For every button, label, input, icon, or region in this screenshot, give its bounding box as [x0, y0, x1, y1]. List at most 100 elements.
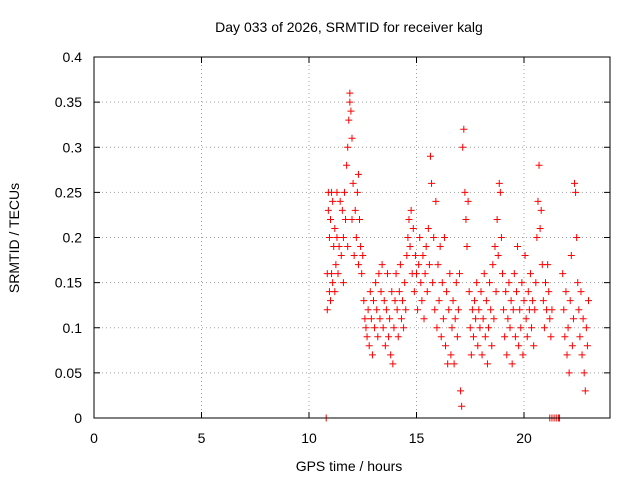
data-point: [518, 279, 526, 287]
data-point: [492, 288, 500, 296]
data-point: [394, 333, 402, 341]
data-point: [354, 261, 362, 269]
data-point: [416, 234, 424, 241]
data-point: [359, 252, 367, 260]
data-point: [535, 161, 543, 169]
data-point: [582, 324, 590, 332]
data-point: [335, 243, 343, 251]
data-point: [444, 360, 452, 368]
data-point: [475, 306, 483, 314]
data-point: [357, 243, 365, 251]
data-point: [481, 333, 489, 341]
data-point: [579, 315, 587, 323]
data-point: [461, 188, 469, 196]
data-point: [393, 306, 401, 314]
data-point: [396, 261, 404, 269]
data-point: [450, 360, 458, 368]
x-tick-label: 0: [90, 430, 98, 446]
data-point: [405, 215, 413, 223]
data-point: [581, 387, 589, 395]
data-point: [462, 215, 470, 223]
ticks-layer: 0 0.05 0.1 0.15 0.2 0.25 0.3 0.35 0.4 0 5 10 15 20: [55, 49, 610, 446]
data-point: [344, 143, 352, 151]
data-point: [421, 270, 429, 278]
data-point: [568, 342, 576, 350]
data-point: [439, 315, 447, 323]
data-point: [404, 234, 412, 241]
data-point: [506, 324, 514, 332]
data-point: [495, 179, 503, 187]
data-point: [380, 297, 388, 305]
data-point: [389, 360, 397, 368]
data-point: [390, 324, 398, 332]
data-point: [376, 315, 384, 323]
data-point: [572, 188, 580, 196]
data-point: [352, 234, 360, 241]
data-point: [536, 224, 544, 232]
data-point: [515, 342, 523, 350]
data-point: [402, 306, 410, 314]
data-point: [388, 288, 396, 296]
data-point: [432, 197, 440, 205]
data-point: [426, 152, 434, 160]
x-axis-label: GPS time / hours: [296, 458, 403, 474]
data-point: [564, 324, 572, 332]
data-point: [440, 234, 448, 241]
data-point: [526, 270, 534, 278]
data-point: [511, 333, 519, 341]
data-point: [499, 270, 506, 278]
data-point: [559, 270, 567, 278]
data-point: [489, 261, 497, 269]
data-point: [327, 215, 334, 223]
data-point: [445, 306, 453, 314]
data-point: [505, 279, 513, 287]
data-point: [354, 170, 362, 178]
data-point: [345, 116, 353, 124]
data-point: [496, 188, 504, 196]
data-point: [534, 197, 542, 205]
data-point: [342, 215, 350, 223]
data-point: [467, 351, 475, 359]
data-point: [339, 234, 347, 241]
data-point: [464, 197, 472, 205]
data-point: [422, 243, 430, 251]
data-point: [585, 297, 592, 305]
data-point: [362, 324, 370, 332]
data-point: [367, 315, 375, 323]
data-point: [539, 297, 547, 305]
data-point: [343, 161, 351, 169]
data-point: [546, 315, 554, 323]
data-point: [569, 315, 577, 323]
data-point: [474, 342, 482, 350]
data-point: [480, 270, 488, 278]
data-point: [542, 279, 549, 287]
data-point: [577, 288, 585, 296]
data-point: [453, 333, 461, 341]
data-point: [463, 243, 471, 251]
data-point: [323, 306, 331, 314]
data-point: [397, 315, 405, 323]
data-point: [563, 351, 571, 359]
data-point: [351, 206, 359, 214]
data-point: [452, 279, 460, 287]
x-tick-label: 5: [198, 430, 206, 446]
data-point: [502, 288, 510, 296]
x-tick-label: 15: [409, 430, 425, 446]
data-point: [446, 270, 454, 278]
data-point: [523, 333, 531, 341]
data-point: [382, 306, 390, 314]
data-point: [395, 288, 403, 296]
data-point: [348, 134, 356, 142]
data-point: [487, 306, 495, 314]
data-point: [477, 288, 485, 296]
data-point: [516, 306, 524, 314]
data-point: [565, 369, 573, 377]
data-point: [469, 333, 477, 341]
data-point: [430, 234, 438, 241]
data-point: [580, 369, 588, 377]
data-point: [537, 206, 545, 214]
data-point: [479, 315, 487, 323]
data-point: [360, 297, 368, 305]
y-tick-label: 0.1: [63, 320, 83, 336]
data-point: [544, 261, 552, 269]
